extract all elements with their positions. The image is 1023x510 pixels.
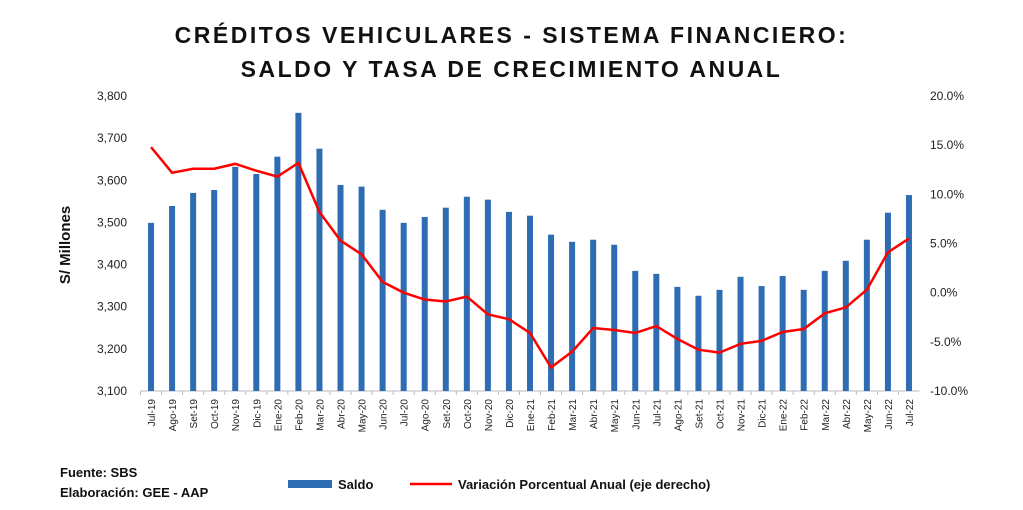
x-tick-label: May-22	[863, 399, 874, 433]
bar-saldo	[569, 241, 576, 391]
bar-saldo	[337, 184, 344, 391]
y2-tick-label: -10.0%	[930, 384, 968, 398]
x-tick-label: Jun-22	[884, 399, 895, 430]
bar-saldo	[548, 234, 555, 391]
x-tick-label: Ene-21	[526, 399, 537, 432]
legend-swatch-saldo	[288, 480, 332, 488]
x-tick-label: Ago-20	[421, 399, 432, 432]
bar-saldo	[232, 166, 239, 391]
y2-tick-label: 20.0%	[930, 89, 964, 103]
y2-tick-label: -5.0%	[930, 335, 962, 349]
x-tick-label: Jun-20	[379, 399, 390, 430]
x-tick-label: Mar-21	[568, 399, 579, 431]
legend-label-saldo: Saldo	[338, 477, 373, 492]
bar-saldo	[779, 275, 786, 391]
bar-saldo	[421, 216, 428, 391]
bar-saldo	[653, 273, 660, 391]
x-tick-label: Set-21	[694, 399, 705, 429]
x-tick-label: Set-19	[189, 399, 200, 429]
y2-tick-label: 0.0%	[930, 286, 958, 300]
bar-saldo	[463, 196, 470, 391]
bar-saldo	[737, 276, 744, 391]
bar-saldo	[758, 286, 765, 391]
bar-saldo	[190, 192, 197, 391]
y2-tick-label: 10.0%	[930, 187, 964, 201]
bar-saldo	[274, 156, 281, 391]
x-tick-label: May-20	[358, 399, 369, 433]
bar-saldo	[632, 270, 639, 391]
x-tick-label: Nov-19	[231, 399, 242, 432]
y-tick-label: 3,100	[97, 384, 127, 398]
x-tick-label: Feb-22	[800, 399, 811, 431]
chart-title-line2: SALDO Y TASA DE CRECIMIENTO ANUAL	[240, 56, 783, 82]
x-tick-label: Mar-20	[315, 399, 326, 431]
x-tick-label: Mar-22	[821, 399, 832, 431]
y-tick-label: 3,200	[97, 342, 127, 356]
bar-saldo	[316, 148, 323, 391]
bar-saldo	[358, 186, 365, 391]
x-tick-label: Jul-20	[400, 399, 411, 427]
x-tick-label: Ene-22	[779, 399, 790, 432]
bar-saldo	[716, 289, 723, 391]
author-note: Elaboración: GEE - AAP	[60, 485, 209, 500]
x-tick-label: Ene-20	[273, 399, 284, 432]
x-tick-label: Jul-19	[147, 399, 158, 427]
legend-label-variacion: Variación Porcentual Anual (eje derecho)	[458, 477, 710, 492]
x-tick-label: Ago-21	[673, 399, 684, 432]
x-tick-label: Set-20	[442, 399, 453, 429]
x-tick-label: Oct-21	[715, 399, 726, 429]
x-tick-label: May-21	[610, 399, 621, 433]
x-tick-label: Oct-20	[463, 399, 474, 429]
x-tick-label: Nov-21	[737, 399, 748, 432]
bar-saldo	[800, 289, 807, 391]
bar-saldo	[821, 270, 828, 391]
x-tick-label: Dic-21	[758, 399, 769, 428]
y-tick-label: 3,700	[97, 131, 127, 145]
x-tick-label: Nov-20	[484, 399, 495, 432]
bar-saldo	[884, 212, 891, 391]
bar-saldo	[211, 189, 218, 391]
bar-saldo	[400, 222, 407, 391]
x-tick-label: Feb-21	[547, 399, 558, 431]
x-tick-label: Feb-20	[294, 399, 305, 431]
bar-saldo	[295, 112, 302, 391]
bar-saldo	[505, 211, 512, 391]
chart-title-line1: CRÉDITOS VEHICULARES - SISTEMA FINANCIER…	[174, 22, 849, 48]
x-tick-label: Ago-19	[168, 399, 179, 432]
x-tick-label: Abr-22	[842, 399, 853, 429]
bar-saldo	[527, 215, 533, 391]
bar-saldo	[148, 222, 155, 391]
x-tick-label: Dic-20	[505, 399, 516, 428]
bar-saldo	[611, 244, 618, 391]
bar-saldo	[842, 260, 849, 391]
bar-saldo	[169, 205, 176, 391]
y-tick-label: 3,300	[97, 300, 127, 314]
x-tick-label: Dic-19	[252, 399, 263, 428]
x-tick-label: Abr-20	[337, 399, 348, 429]
y-tick-label: 3,800	[97, 89, 127, 103]
bar-saldo	[442, 207, 449, 391]
x-tick-label: Jul-22	[905, 399, 916, 427]
x-tick-label: Jun-21	[631, 399, 642, 430]
x-tick-label: Jul-21	[652, 399, 663, 427]
bar-saldo	[695, 295, 702, 391]
bar-saldo	[590, 239, 597, 391]
source-note: Fuente: SBS	[60, 465, 138, 480]
y-tick-label: 3,400	[97, 258, 127, 272]
bar-saldo	[253, 173, 260, 391]
y2-tick-label: 5.0%	[930, 237, 958, 251]
x-tick-label: Abr-21	[589, 399, 600, 429]
bar-saldo	[905, 195, 912, 391]
y-tick-label: 3,500	[97, 215, 127, 229]
bar-saldo	[484, 199, 491, 391]
bar-saldo	[379, 209, 386, 391]
y-tick-label: 3,600	[97, 173, 127, 187]
bar-saldo	[863, 239, 870, 391]
y-axis-label: S/ Millones	[57, 206, 74, 284]
x-tick-label: Oct-19	[210, 399, 221, 429]
y2-tick-label: 15.0%	[930, 138, 964, 152]
